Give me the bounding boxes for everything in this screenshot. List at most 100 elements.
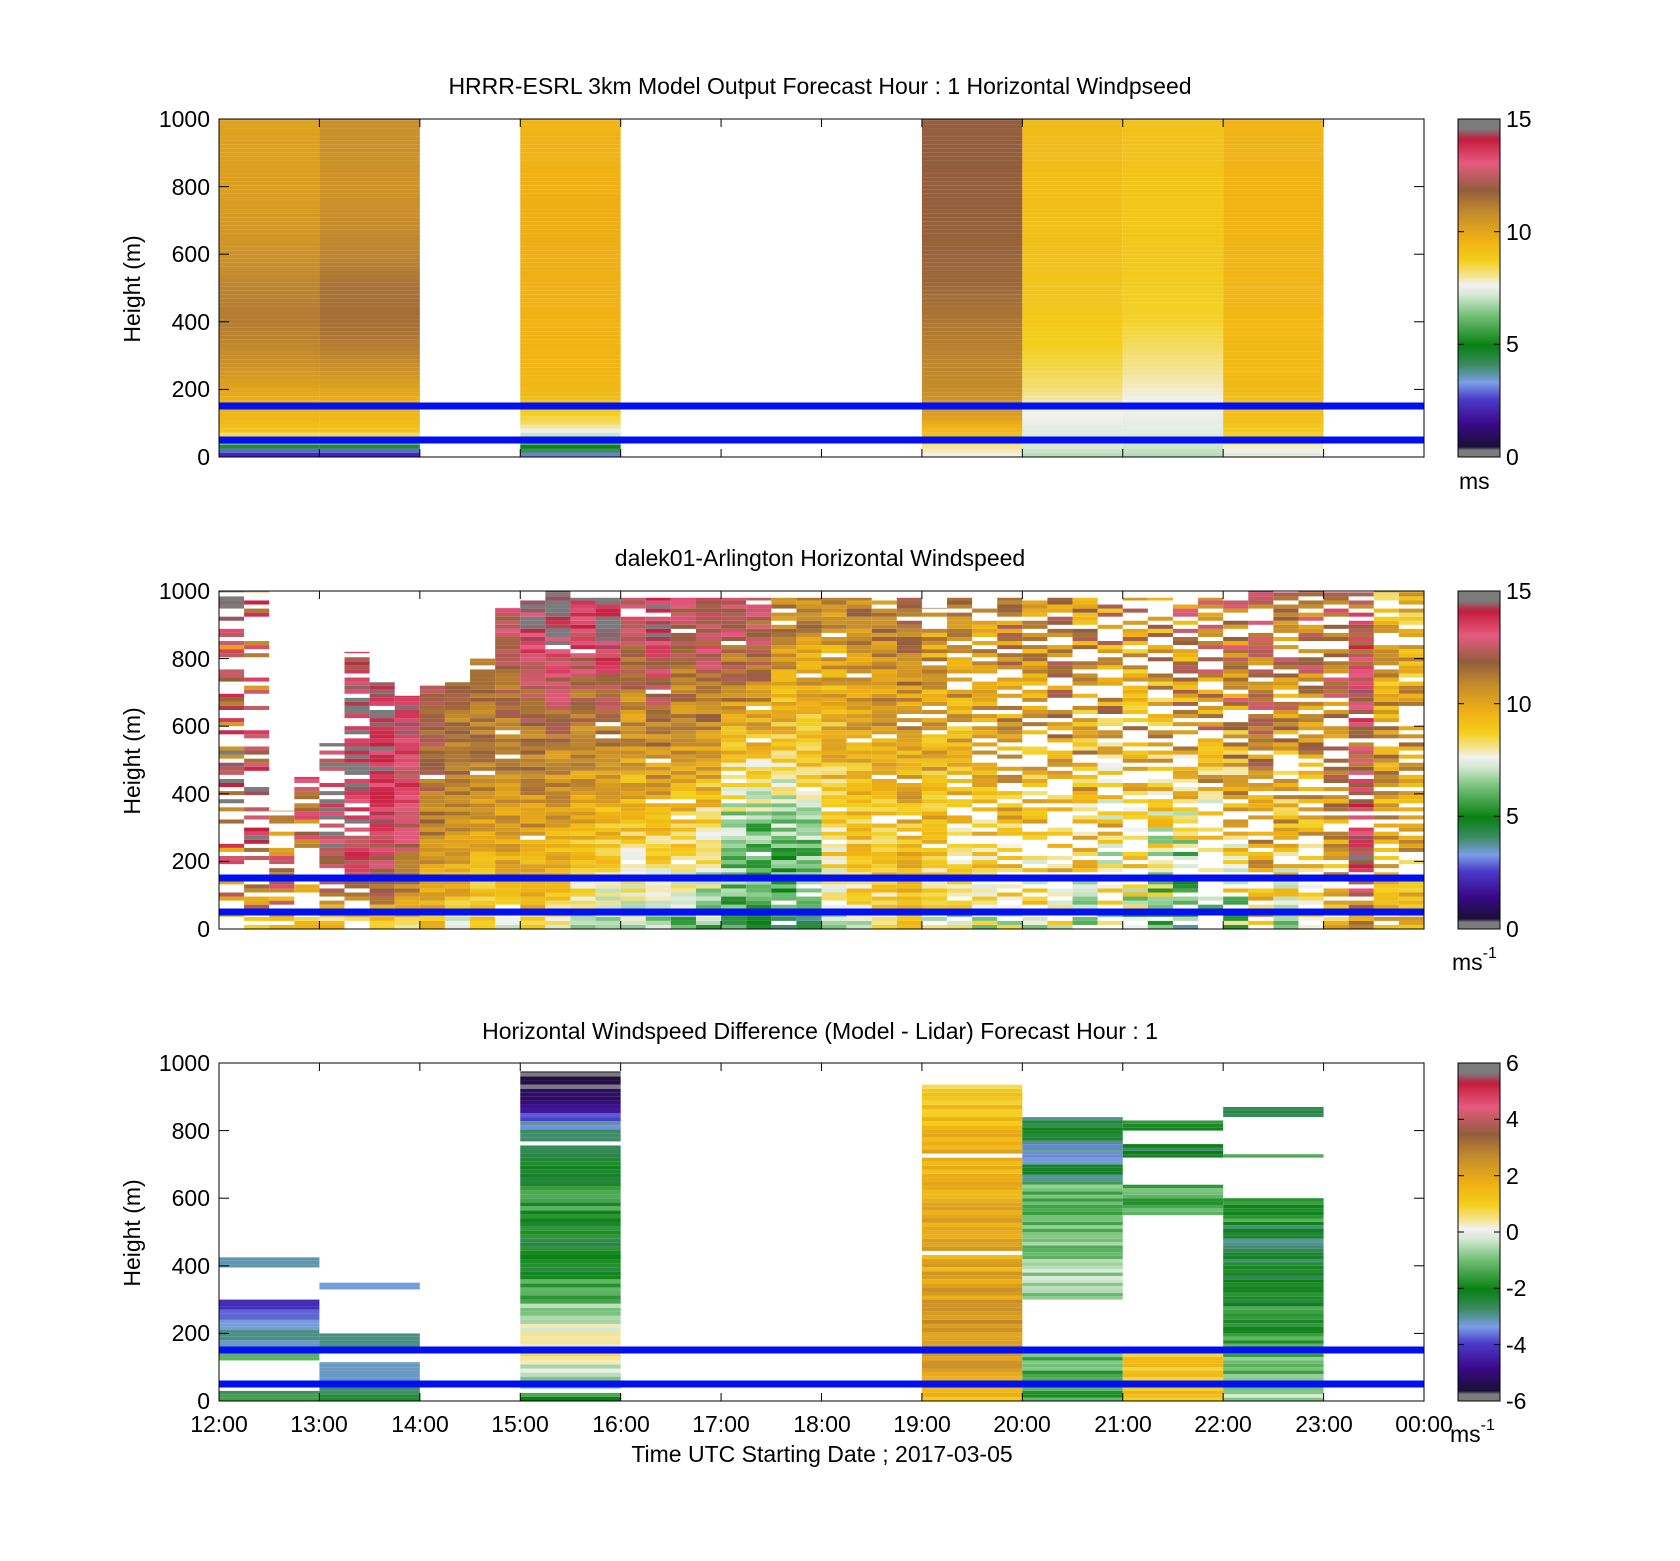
heatmap-cell [1198,799,1224,804]
heatmap-cell [896,900,922,905]
heatmap-cell [595,851,621,856]
heatmap-cell [1122,653,1148,658]
heatmap-cell [1022,770,1048,775]
heatmap-cell [921,835,948,840]
heatmap-cell [444,864,471,869]
heatmap-cell [1122,319,1224,324]
heatmap-cell [1273,746,1299,751]
heatmap-cell [1122,209,1224,214]
heatmap-cell [520,1084,621,1089]
heatmap-cell [695,758,722,763]
heatmap-cell [520,1360,621,1365]
heatmap-cell [921,1165,1023,1170]
heatmap-cell [1223,778,1249,783]
heatmap-cell [520,750,546,755]
heatmap-cell [695,734,722,739]
heatmap-cell [595,868,621,873]
heatmap-cell [369,864,395,869]
heatmap-cell [846,597,872,601]
heatmap-cell [269,860,295,865]
heatmap-cell [1323,770,1349,775]
heatmap-cell [921,1210,1023,1215]
heatmap-cell [1022,1275,1123,1280]
heatmap-cell [495,815,521,820]
heatmap-cell [520,762,546,767]
heatmap-cell [821,750,847,755]
heatmap-cell [1323,815,1349,820]
heatmap-cell [1022,408,1123,413]
heatmap-cell [1223,201,1324,206]
heatmap-cell [1223,1363,1324,1368]
heatmap-cell [595,726,621,731]
heatmap-cell [1122,388,1224,393]
heatmap-cell [319,452,420,457]
heatmap-cell [595,673,621,678]
x-tick-17: 17:00 [692,1411,750,1437]
heatmap-cell [746,685,772,690]
heatmap-cell [520,197,621,202]
heatmap-cell [570,738,596,743]
heatmap-cell [620,705,646,710]
heatmap-cell [846,855,872,861]
heatmap-cell [570,843,596,848]
heatmap-cell [595,628,621,633]
heatmap-cell [1122,693,1148,698]
heatmap-cell [1198,657,1224,662]
heatmap-cell [319,811,345,816]
model-y-tick-400: 400 [172,309,210,335]
heatmap-cell [921,657,948,662]
heatmap-cell [645,880,671,885]
heatmap-cell [470,900,496,905]
heatmap-cell [1122,233,1224,238]
heatmap-cell [319,132,420,137]
heatmap-cell [520,327,621,332]
heatmap-cell [344,880,370,885]
heatmap-cell [1348,831,1374,836]
heatmap-cell [1022,363,1123,368]
difference-panel: Horizontal Windspeed Difference (Model -… [119,1018,1527,1467]
heatmap-cell [520,315,621,320]
heatmap-cell [595,835,621,840]
heatmap-cell [947,714,973,719]
heatmap-cell [620,701,646,706]
heatmap-cell [1122,140,1224,145]
heatmap-cell [1223,653,1249,658]
heatmap-cell [921,669,948,674]
heatmap-cell [620,855,646,861]
heatmap-cell [1223,388,1324,393]
heatmap-cell [921,1096,1023,1101]
heatmap-cell [545,896,571,901]
heatmap-cell [244,916,270,921]
heatmap-cell [219,1316,320,1320]
heatmap-cell [595,701,621,706]
heatmap-cell [771,709,797,715]
heatmap-cell [746,904,772,909]
heatmap-cell [947,600,973,605]
heatmap-cell [796,746,822,751]
heatmap-cell [821,665,847,670]
heatmap-cell [520,335,621,340]
heatmap-cell [219,628,245,633]
heatmap-cell [470,892,496,897]
heatmap-cell [470,807,496,812]
heatmap-cell [670,811,696,816]
heatmap-cell [921,689,948,694]
heatmap-cell [1348,592,1374,597]
heatmap-cell [695,705,722,710]
heatmap-cell [997,722,1023,727]
heatmap-cell [520,896,546,901]
heatmap-cell [520,787,546,792]
heatmap-cell [495,709,521,715]
heatmap-cell [520,823,546,828]
heatmap-cell [244,758,270,763]
heatmap-cell [947,762,973,767]
heatmap-cell [997,705,1023,710]
heatmap-cell [1348,657,1374,662]
heatmap-cell [1072,738,1098,743]
heatmap-cell [419,782,445,788]
heatmap-cell [319,892,345,897]
heatmap-cell [595,774,621,779]
heatmap-cell [771,774,797,779]
heatmap-cell [1022,428,1123,433]
heatmap-cell [595,823,621,828]
